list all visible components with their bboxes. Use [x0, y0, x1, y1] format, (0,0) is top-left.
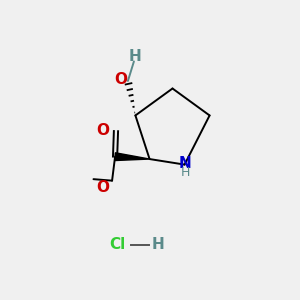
Text: H: H: [129, 49, 142, 64]
Text: H: H: [181, 166, 190, 178]
Polygon shape: [115, 153, 150, 160]
Text: O: O: [114, 72, 127, 87]
Text: H: H: [152, 237, 164, 252]
Text: N: N: [179, 156, 192, 171]
Text: Cl: Cl: [110, 237, 126, 252]
Text: O: O: [97, 180, 110, 195]
Text: O: O: [96, 123, 109, 138]
